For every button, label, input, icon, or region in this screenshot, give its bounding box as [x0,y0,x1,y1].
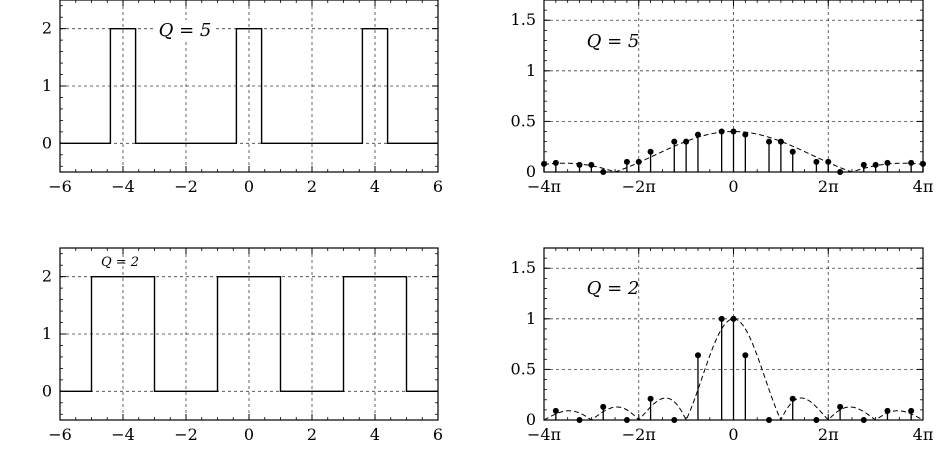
stem-marker [635,158,642,165]
x-tick-label: 0 [728,425,738,444]
x-tick-label: −2π [622,425,656,444]
stem-marker [766,138,773,145]
stem-marker [837,403,844,410]
y-tick-label: 0 [42,381,52,400]
x-tick-label: −4π [527,425,561,444]
x-tick-label: 6 [433,425,443,444]
x-tick-label: −2 [174,425,198,444]
chart-panel-bottom-right: −4π −2π 0 2π 4π 0 0.5 1 1.5 Q = 2 [511,247,934,444]
q-annotation: Q = 5 [159,20,212,41]
q-annotation: Q = 2 [101,255,139,270]
stem-marker [789,395,796,402]
stem-marker [552,407,559,414]
stem-marker [860,161,867,168]
y-tick-label: 0 [526,410,536,429]
y-tick-label: 0.5 [511,111,536,130]
stem-marker [694,352,701,359]
plot-frame [543,0,924,173]
stem-marker [647,148,654,155]
y-tick-label: 0 [42,133,52,152]
stem-marker [813,158,820,165]
stem-marker [777,138,784,145]
envelope-line [543,318,924,422]
series-line [60,27,438,145]
y-tick-label: 0.5 [511,359,536,378]
x-tick-label: −6 [48,425,72,444]
plot-frame [543,247,924,421]
y-tick-label: 1 [526,309,536,328]
stem-marker [552,159,559,166]
stem-marker [647,395,654,402]
stem-marker [789,148,796,155]
series-line [60,275,438,393]
plot-frame [59,0,439,173]
chart-panel-bottom-left: −6 −4 −2 0 2 4 6 0 1 2 Q = 2 [42,247,443,444]
y-tick-label: 1 [526,61,536,80]
y-tick-label: 1.5 [511,258,536,277]
x-tick-label: 0 [728,177,738,196]
y-tick-label: 1.5 [511,10,536,29]
stem-marker [576,161,583,168]
stem-marker [908,407,915,414]
stem-marker [872,161,879,168]
x-tick-label: 2π [818,425,839,444]
stem-marker [730,128,737,135]
x-tick-label: 6 [433,177,443,196]
stem-marker [718,315,725,322]
y-tick-label: 1 [42,324,52,343]
stem-marker [600,403,607,410]
x-tick-label: 0 [244,425,254,444]
stem-marker [908,159,915,166]
y-tick-label: 2 [42,19,52,38]
stem-marker [718,128,725,135]
stem-marker [671,138,678,145]
x-tick-label: −6 [48,177,72,196]
stem-marker [588,161,595,168]
chart-panel-top-left: −6 −4 −2 0 2 4 6 0 1 2 Q = 5 [42,0,443,196]
x-tick-label: 4 [370,177,380,196]
x-tick-label: −2π [622,177,656,196]
stem-marker [730,315,737,322]
x-tick-label: −4 [111,425,135,444]
stem-marker [742,352,749,359]
x-tick-label: 4π [913,425,934,444]
plot-frame [59,247,439,421]
y-tick-label: 1 [42,76,52,95]
x-tick-label: −4 [111,177,135,196]
y-tick-label: 0 [526,162,536,181]
stem-marker [825,158,832,165]
x-tick-label: 2 [307,177,317,196]
q-annotation: Q = 2 [587,278,640,299]
x-tick-label: 2 [307,425,317,444]
stem-marker [683,138,690,145]
x-tick-label: 4π [913,177,934,196]
x-tick-label: −4π [527,177,561,196]
stem-marker [884,407,891,414]
x-tick-label: 0 [244,177,254,196]
stem-marker [694,131,701,138]
stem-marker [623,158,630,165]
stem-marker [742,131,749,138]
x-tick-label: 4 [370,425,380,444]
x-tick-label: 2π [818,177,839,196]
chart-panel-top-right: −4π −2π 0 2π 4π 0 0.5 1 1.5 Q = 5 [511,0,934,196]
x-tick-label: −2 [174,177,198,196]
stem-marker [884,159,891,166]
y-tick-label: 2 [42,267,52,286]
annotation-background [155,20,215,42]
envelope-line [543,131,924,173]
q-annotation: Q = 5 [587,31,640,52]
